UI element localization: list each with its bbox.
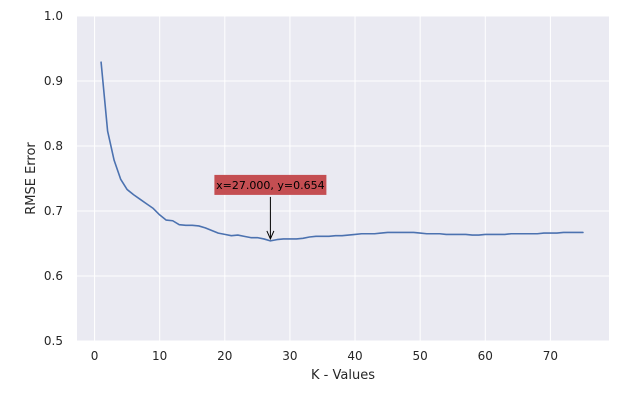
x-tick-label-2: 20 — [217, 349, 232, 363]
y-tick-labels: 0.5 0.6 0.7 0.8 0.9 1.0 — [44, 9, 63, 348]
annotation-arrow-head — [266, 230, 275, 241]
x-tick-label-3: 30 — [282, 349, 297, 363]
y-tick-label-0: 0.5 — [44, 334, 63, 348]
x-tick-label-5: 50 — [413, 349, 428, 363]
grid-lines — [77, 15, 609, 342]
annotation-group: x=27.000, y=0.654 — [214, 174, 327, 241]
x-tick-label-1: 10 — [152, 349, 167, 363]
y-axis-label: RMSE Error — [24, 142, 39, 215]
series-line-0 — [100, 61, 584, 242]
y-tick-label-2: 0.7 — [44, 204, 63, 218]
plot-background — [77, 16, 609, 341]
x-tick-labels: 0 10 20 30 40 50 60 70 — [91, 349, 558, 363]
annotation-box — [214, 174, 327, 195]
x-axis-label: K - Values — [311, 368, 375, 383]
y-tick-label-4: 0.9 — [44, 74, 63, 88]
y-tick-label-1: 0.6 — [44, 269, 63, 283]
y-tick-label-5: 1.0 — [44, 9, 63, 23]
y-tick-label-3: 0.8 — [44, 139, 63, 153]
x-tick-label-6: 60 — [478, 349, 493, 363]
series-group — [100, 61, 584, 242]
x-tick-label-0: 0 — [91, 349, 99, 363]
annotation-label: x=27.000, y=0.654 — [216, 179, 324, 192]
x-tick-label-7: 70 — [543, 349, 558, 363]
x-tick-label-4: 40 — [347, 349, 362, 363]
